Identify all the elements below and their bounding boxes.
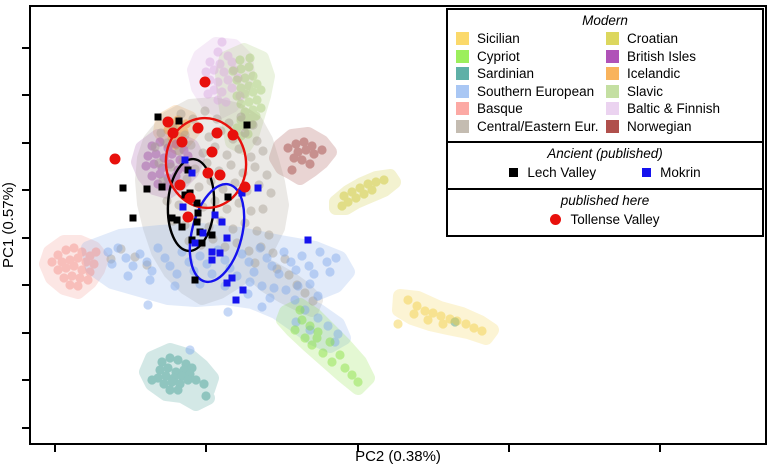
sardinian-swatch-icon bbox=[456, 67, 469, 81]
legend-item-norwegian: Norwegian bbox=[606, 118, 756, 136]
blob-Norwegian bbox=[269, 127, 337, 185]
points-Basque bbox=[47, 243, 101, 291]
croatian-swatch-icon bbox=[606, 32, 619, 46]
ellipse-Mokrin bbox=[188, 182, 246, 284]
legend-item-central-eastern: Central/Eastern Eur. bbox=[456, 118, 606, 136]
legend-item-slavic: Slavic bbox=[606, 83, 756, 101]
legend-item-label: Tollense Valley bbox=[570, 212, 660, 227]
legend-item-lech-valley: Lech Valley bbox=[509, 165, 596, 180]
legend-published-items: Tollense Valley bbox=[448, 210, 762, 235]
legend-modern-title: Modern bbox=[582, 13, 628, 28]
legend-modern-box: Modern Sicilian Croatian Cypriot British… bbox=[446, 8, 764, 143]
legend-modern-items: Sicilian Croatian Cypriot British Isles … bbox=[448, 30, 762, 141]
cluster-blobs bbox=[39, 37, 499, 411]
legend-item-sicilian: Sicilian bbox=[456, 30, 606, 48]
tollense-valley-marker-icon bbox=[550, 214, 562, 225]
blob-Croatian bbox=[329, 169, 401, 215]
legend-item-label: Croatian bbox=[627, 31, 679, 47]
blob-Sardinian bbox=[139, 343, 219, 411]
legend: Modern Sicilian Croatian Cypriot British… bbox=[446, 8, 764, 237]
cypriot-swatch-icon bbox=[456, 49, 469, 63]
legend-item-label: Southern European bbox=[477, 83, 595, 99]
legend-item-croatian: Croatian bbox=[606, 30, 756, 48]
points-Norwegian bbox=[283, 137, 327, 175]
squares-Mokrin bbox=[179, 156, 312, 304]
slavic-swatch-icon bbox=[606, 84, 619, 98]
legend-item-baltic-finnish: Baltic & Finnish bbox=[606, 100, 756, 118]
legend-item-label: British Isles bbox=[627, 48, 697, 64]
circles-Tollense Valley bbox=[109, 76, 251, 223]
sicilian-swatch-icon bbox=[456, 32, 469, 46]
blob-Sicilian bbox=[392, 289, 499, 345]
points-Cypriot bbox=[290, 305, 363, 387]
blob-Central/Eastern Eur. bbox=[135, 97, 323, 317]
legend-published-box: published here Tollense Valley bbox=[446, 188, 764, 237]
british-isles-swatch-icon bbox=[606, 49, 619, 63]
legend-ancient-title: Ancient (published) bbox=[547, 146, 663, 161]
plot-border bbox=[29, 5, 767, 445]
legend-item-mokrin: Mokrin bbox=[642, 165, 701, 180]
legend-item-label: Slavic bbox=[627, 83, 664, 99]
norwegian-swatch-icon bbox=[606, 119, 619, 133]
legend-item-label: Lech Valley bbox=[527, 165, 597, 180]
legend-item-southern-european: Southern European bbox=[456, 83, 606, 101]
blob-Basque bbox=[39, 235, 109, 299]
legend-item-label: Mokrin bbox=[660, 165, 701, 180]
blob-Southern European bbox=[81, 223, 355, 353]
central-eastern-swatch-icon bbox=[456, 119, 469, 133]
icelandic-swatch-icon bbox=[606, 67, 619, 81]
legend-published-title: published here bbox=[560, 193, 650, 208]
ellipse-Tollense Valley bbox=[164, 116, 248, 210]
legend-item-label: Cypriot bbox=[477, 48, 520, 64]
legend-item-label: Basque bbox=[477, 101, 523, 117]
points-Croatian bbox=[337, 175, 389, 211]
legend-item-tollense-valley: Tollense Valley bbox=[550, 212, 660, 227]
southern-european-swatch-icon bbox=[456, 84, 469, 98]
blob-Cypriot bbox=[276, 298, 375, 395]
blob-Slavic bbox=[215, 43, 275, 155]
legend-item-icelandic: Icelandic bbox=[606, 65, 756, 83]
tollense-points bbox=[109, 76, 251, 223]
legend-item-label: Norwegian bbox=[627, 118, 692, 134]
legend-item-british-isles: British Isles bbox=[606, 48, 756, 66]
legend-item-label: Baltic & Finnish bbox=[627, 101, 721, 117]
blob-Baltic & Finnish bbox=[187, 37, 255, 119]
legend-item-label: Icelandic bbox=[627, 66, 681, 82]
mokrin-marker-icon bbox=[642, 168, 652, 177]
lech-valley-marker-icon bbox=[509, 168, 519, 177]
points-Sardinian bbox=[147, 317, 460, 401]
legend-item-label: Sicilian bbox=[477, 31, 520, 47]
baltic-finnish-swatch-icon bbox=[606, 102, 619, 116]
y-axis-label: PC1 (0.57%) bbox=[0, 182, 17, 268]
axis-ticks bbox=[22, 47, 661, 452]
legend-item-cypriot: Cypriot bbox=[456, 48, 606, 66]
legend-item-sardinian: Sardinian bbox=[456, 65, 606, 83]
confidence-ellipses bbox=[164, 116, 248, 284]
x-axis-label: PC2 (0.38%) bbox=[355, 448, 441, 465]
points-Slavic bbox=[228, 53, 266, 141]
legend-item-basque: Basque bbox=[456, 100, 606, 118]
legend-item-label: Central/Eastern Eur. bbox=[477, 118, 599, 134]
legend-item-label: Sardinian bbox=[477, 66, 535, 82]
basque-swatch-icon bbox=[456, 102, 469, 116]
legend-ancient-items: Lech Valley Mokrin bbox=[448, 163, 762, 188]
legend-ancient-box: Ancient (published) Lech Valley Mokrin bbox=[446, 141, 764, 190]
points-Sicilian bbox=[393, 295, 487, 336]
